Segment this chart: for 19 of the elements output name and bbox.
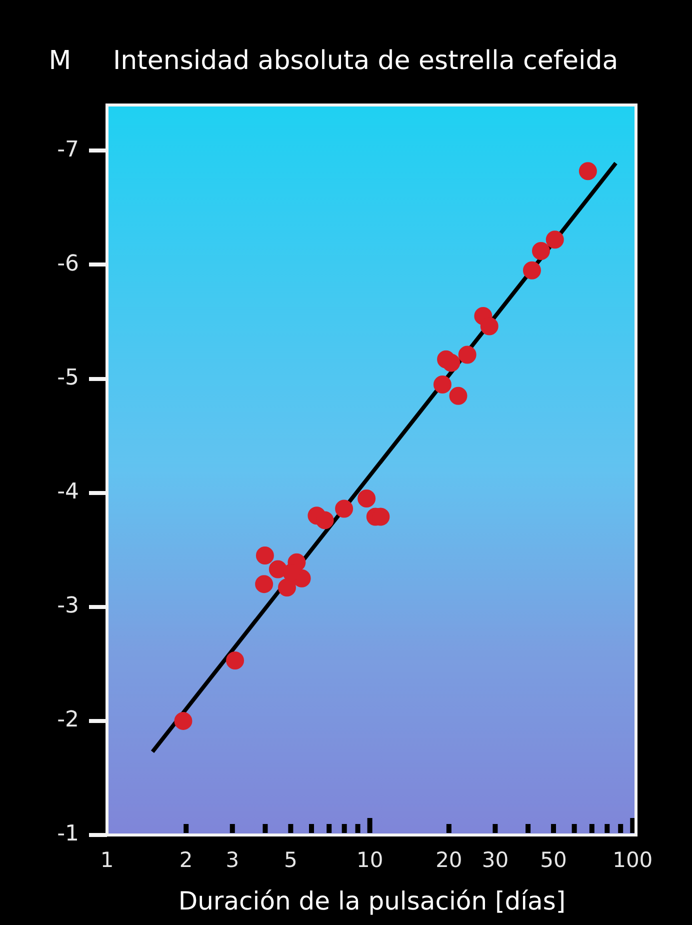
x-tick-label: 5	[284, 848, 298, 872]
y-tick-label: -4	[57, 480, 79, 505]
x-tick-label: 100	[612, 848, 653, 872]
x-tick-label: 3	[226, 848, 240, 872]
y-tick-label: -7	[57, 137, 79, 162]
y-tick-label: -3	[57, 594, 79, 619]
x-tick-label: 1	[100, 848, 114, 872]
y-axis-title: M	[48, 46, 72, 76]
y-tick-label: -1	[57, 822, 79, 847]
x-tick-label: 2	[179, 848, 193, 872]
x-tick-label: 30	[482, 848, 509, 872]
y-tick-label: -6	[57, 251, 79, 276]
x-tick-label: 10	[356, 848, 384, 872]
x-tick-label: 20	[436, 848, 462, 872]
y-tick-label: -2	[57, 708, 79, 733]
chart-title: Intensidad absoluta de estrella cefeida	[113, 46, 618, 76]
x-axis-title: Duración de la pulsación [días]	[178, 886, 566, 916]
y-tick-label: -5	[57, 365, 79, 390]
x-tick-label: 50	[540, 848, 567, 872]
